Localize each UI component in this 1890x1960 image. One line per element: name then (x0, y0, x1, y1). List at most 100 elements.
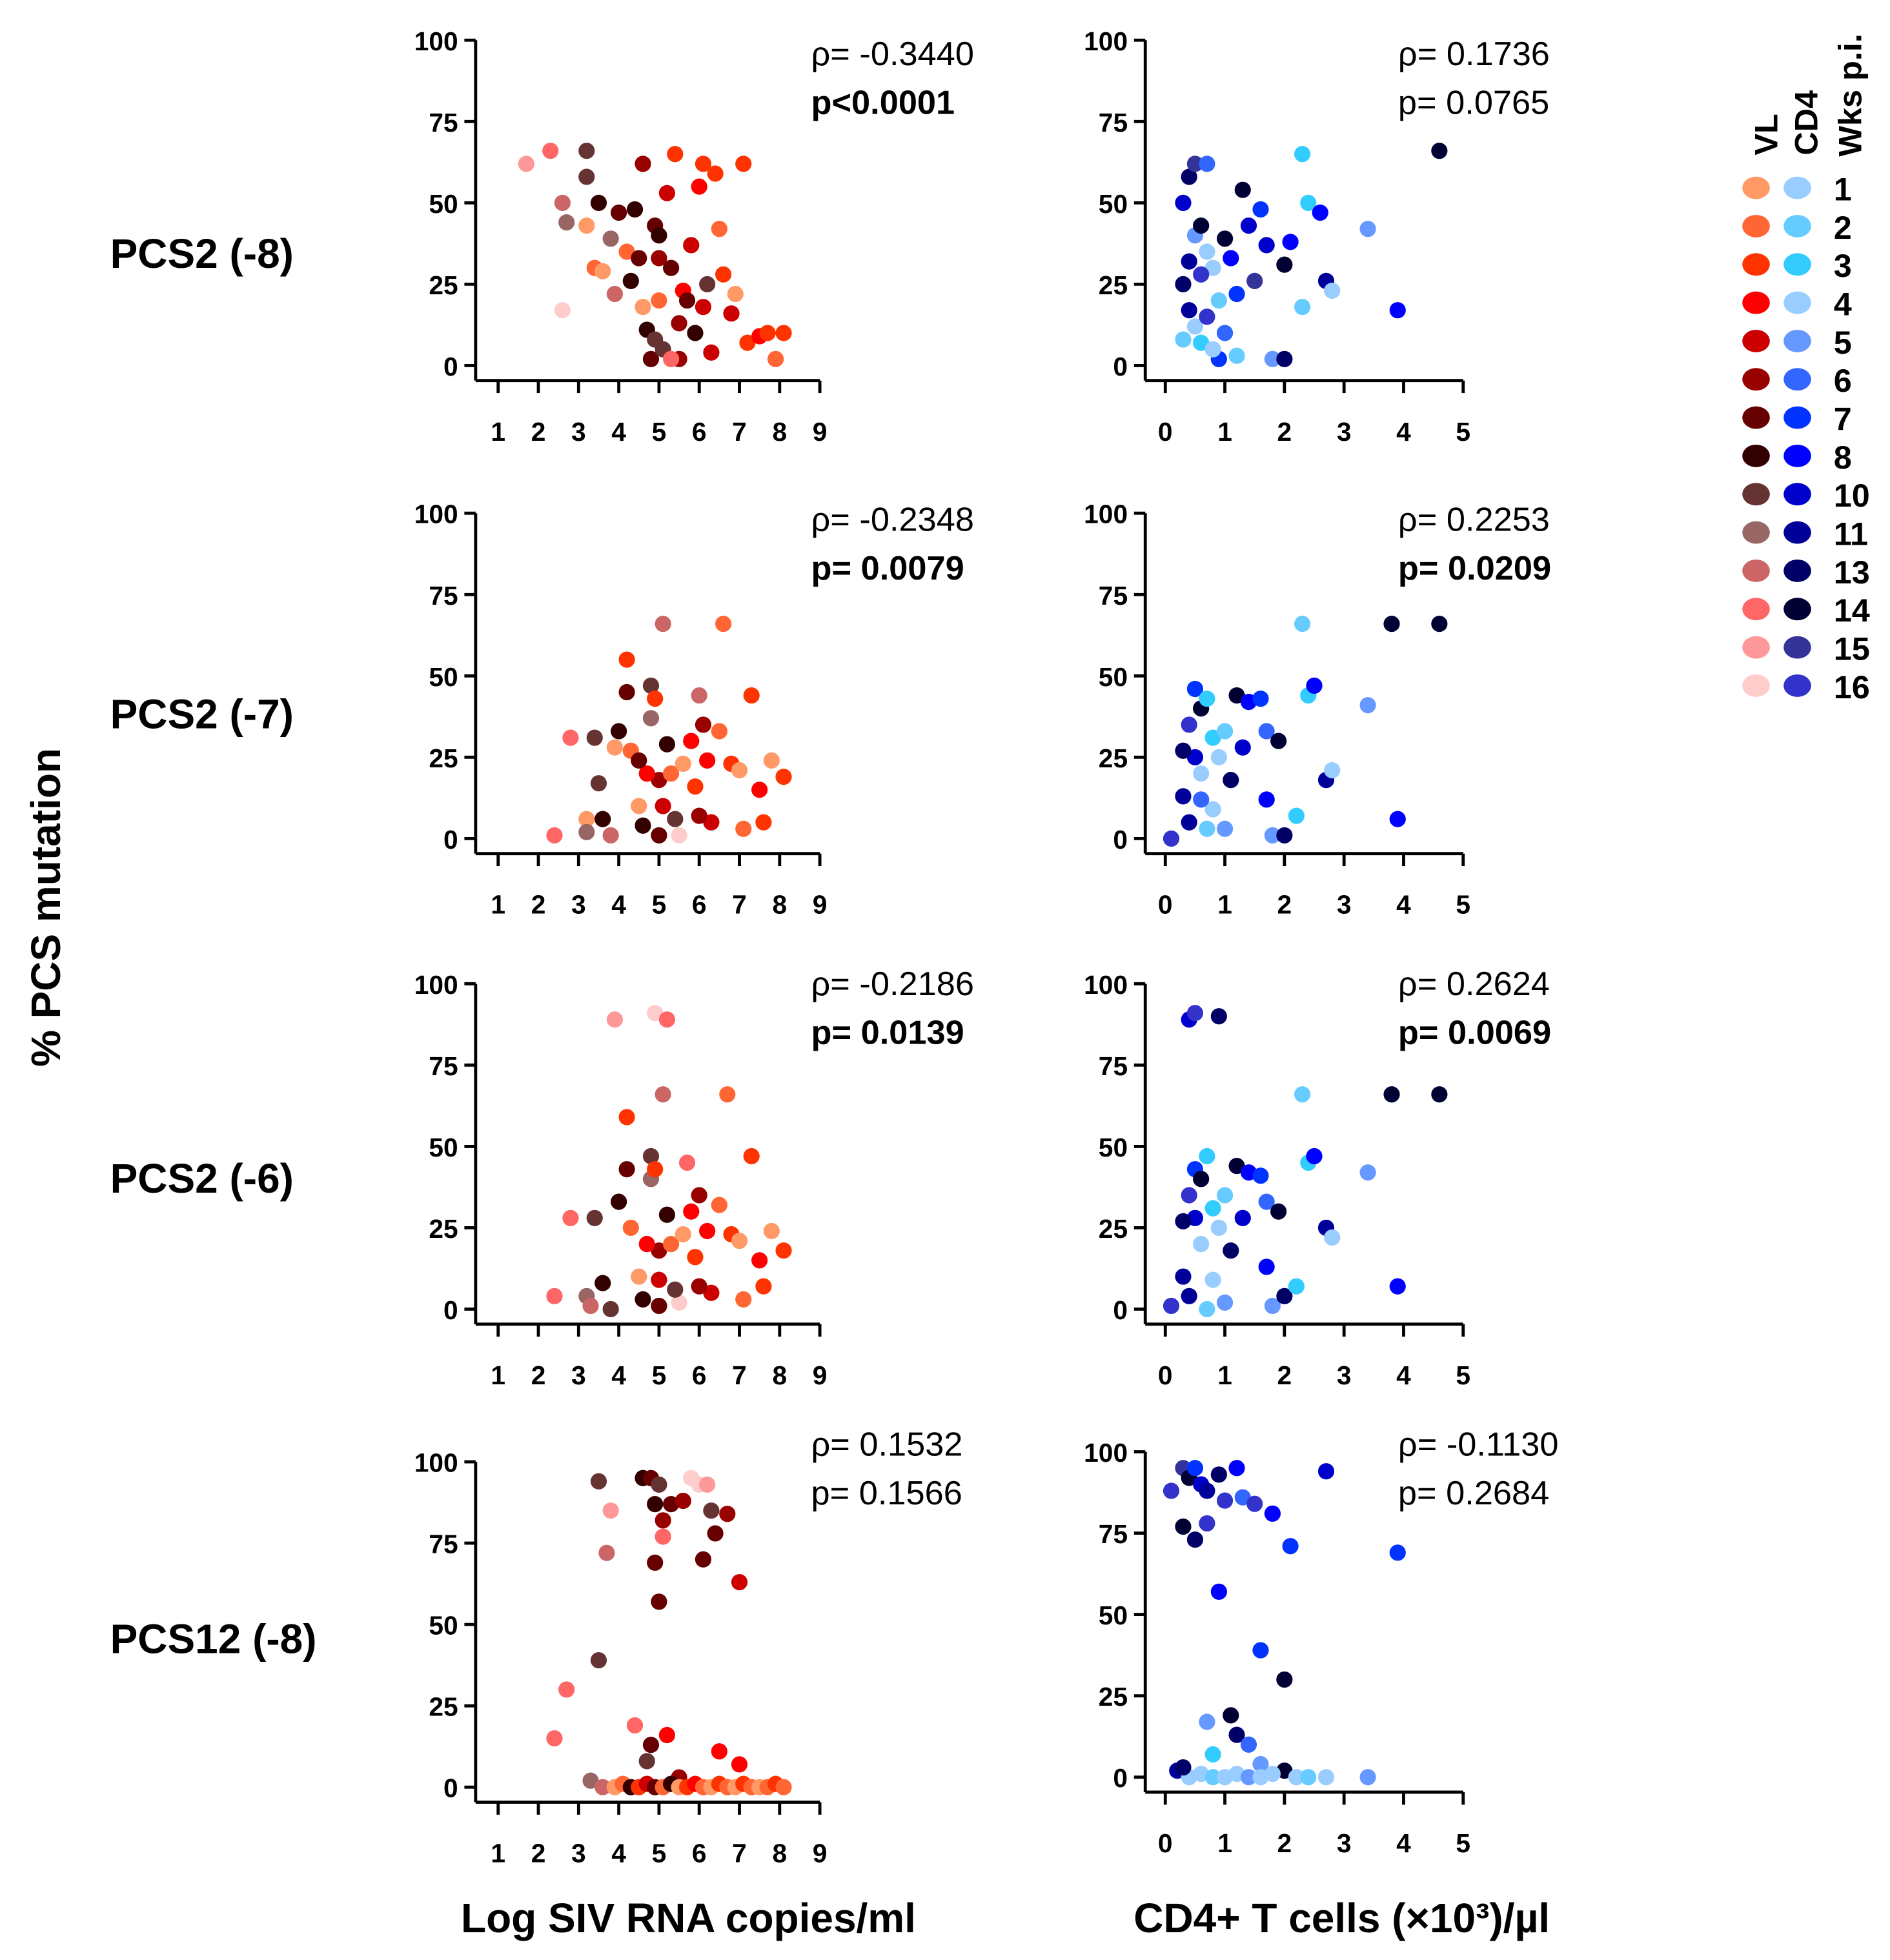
panel-vl: 0 25 50 75 100 1 2 3 4 5 6 7 8 9 ρ= -0.2348 p= 0.0079 (414, 500, 974, 920)
panel-cd4: 0 25 50 75 100 0 1 2 3 4 5 ρ= 0.1736 p= 0.0765 (1084, 26, 1550, 447)
data-point (1234, 1489, 1251, 1506)
data-point (651, 1242, 667, 1259)
data-point (699, 752, 716, 769)
legend-week-label: 15 (1834, 630, 1870, 667)
data-point (1324, 762, 1341, 779)
data-point (1223, 1707, 1239, 1724)
p-value-annotation: p= 0.0079 (811, 550, 964, 587)
legend-vl-swatch (1742, 406, 1770, 429)
data-point (678, 1155, 696, 1171)
x-tick-label: 7 (732, 1839, 747, 1868)
y-tick-label: 50 (429, 1133, 458, 1162)
data-point (655, 1512, 671, 1529)
data-point (1163, 1297, 1180, 1315)
legend-vl-swatch (1742, 598, 1770, 621)
data-point (695, 1551, 712, 1568)
y-tick-label: 100 (1084, 970, 1128, 1000)
x-tick-label: 9 (813, 1839, 828, 1868)
data-point (1383, 616, 1400, 632)
data-point (707, 1525, 724, 1542)
legend-vl-swatch (1742, 214, 1770, 237)
data-point (1240, 1736, 1257, 1753)
data-point (683, 1203, 700, 1220)
y-tick-label: 25 (1099, 1214, 1128, 1244)
data-point (626, 1717, 644, 1734)
data-point (671, 827, 687, 844)
data-point (586, 729, 603, 746)
y-tick-label: 50 (1099, 1133, 1128, 1162)
x-tick-label: 5 (1456, 1360, 1470, 1390)
legend-week-label: 7 (1834, 400, 1852, 437)
x-tick-label: 6 (692, 417, 707, 447)
data-point (590, 1473, 607, 1490)
data-point (1252, 1167, 1269, 1184)
data-point (703, 814, 720, 831)
y-tick-label: 100 (1084, 500, 1128, 529)
panel-cd4: 0 25 50 75 100 0 1 2 3 4 5 ρ= 0.2624 p= 0.0069 (1084, 965, 1551, 1390)
data-point (1199, 1300, 1215, 1318)
x-tick-label: 1 (491, 1839, 505, 1868)
data-point (1324, 282, 1341, 299)
data-point (1383, 1086, 1400, 1103)
data-point (1186, 749, 1204, 765)
data-point (711, 1743, 727, 1760)
data-point (1204, 1200, 1221, 1217)
x-tick-label: 2 (1277, 1360, 1292, 1390)
row-label: PCS12 (-8) (110, 1616, 317, 1662)
data-point (1324, 1229, 1341, 1246)
data-point (1210, 1583, 1227, 1600)
data-point (731, 1573, 748, 1591)
x-tick-label: 4 (1396, 1828, 1411, 1858)
y-tick-label: 50 (1099, 189, 1128, 219)
data-point (1204, 1271, 1221, 1288)
data-point (1240, 1769, 1257, 1786)
data-point (1282, 1538, 1299, 1555)
data-point (663, 765, 680, 782)
data-point (590, 1652, 607, 1669)
x-tick-label: 2 (531, 417, 546, 447)
y-tick-label: 75 (429, 1530, 458, 1559)
x-tick-label: 1 (1217, 1828, 1232, 1858)
x-tick-label: 5 (652, 890, 667, 920)
y-tick-label: 75 (429, 581, 458, 611)
x-tick-label: 6 (692, 1839, 707, 1868)
x-tick-label: 5 (652, 417, 667, 447)
data-point (1210, 1466, 1227, 1483)
panel-vl: 0 25 50 75 100 1 2 3 4 5 6 7 8 9 ρ= 0.1532 p= 0.1566 (414, 1426, 963, 1868)
data-point (1216, 723, 1234, 740)
legend-vl-swatch (1742, 444, 1770, 467)
x-tick-label: 4 (611, 890, 626, 920)
data-point (691, 1278, 707, 1295)
legend-header: VL (1747, 114, 1784, 155)
data-point (562, 1209, 579, 1226)
data-point (647, 1005, 664, 1022)
data-point (1199, 1147, 1215, 1165)
p-value-annotation: p= 0.2684 (1398, 1475, 1549, 1512)
x-tick-label: 5 (652, 1839, 667, 1868)
data-point (1199, 156, 1215, 172)
data-point (578, 143, 595, 159)
legend-week-label: 13 (1834, 554, 1870, 591)
data-point (1276, 256, 1293, 273)
legend-vl-swatch (1742, 329, 1770, 352)
legend-week-label: 10 (1834, 477, 1870, 514)
y-tick-label: 0 (443, 1773, 458, 1803)
data-point (707, 165, 724, 182)
data-point (1246, 272, 1263, 289)
data-point (1258, 791, 1275, 808)
data-point (1186, 1005, 1204, 1022)
data-point (611, 204, 627, 221)
legend-week-label: 1 (1834, 170, 1852, 207)
data-point (691, 687, 707, 704)
data-point (651, 1297, 667, 1315)
data-point (711, 723, 727, 740)
data-point (1175, 1213, 1192, 1229)
x-tick-label: 4 (1396, 1360, 1411, 1390)
legend-header: CD4 (1788, 90, 1825, 156)
legend-cd4-swatch (1783, 253, 1811, 276)
data-point (743, 687, 760, 704)
p-value-annotation: p= 0.0209 (1398, 550, 1551, 587)
data-point (1181, 716, 1197, 733)
